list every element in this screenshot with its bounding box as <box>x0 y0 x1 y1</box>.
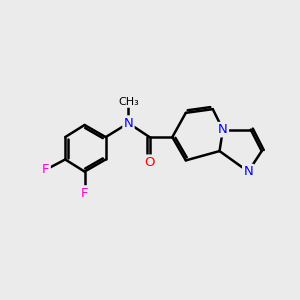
Text: F: F <box>81 187 88 200</box>
Text: O: O <box>144 156 155 169</box>
Text: N: N <box>124 117 133 130</box>
Text: CH₃: CH₃ <box>118 97 139 107</box>
Text: N: N <box>218 123 228 136</box>
Text: N: N <box>243 165 253 178</box>
Text: F: F <box>42 163 50 176</box>
